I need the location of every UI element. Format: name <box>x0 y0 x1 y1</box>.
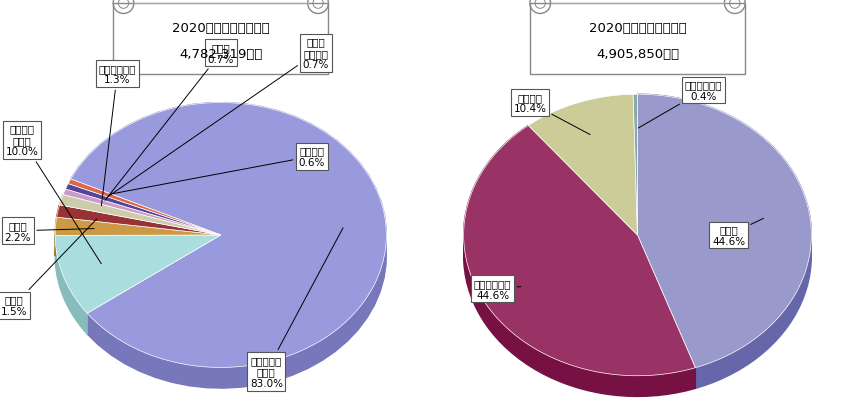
Polygon shape <box>71 103 386 388</box>
Polygon shape <box>55 218 221 236</box>
Text: 寄附金
2.2%: 寄附金 2.2% <box>4 221 94 242</box>
Polygon shape <box>463 126 695 396</box>
Polygon shape <box>63 190 221 235</box>
Text: 付随事業収入
1.3%: 付随事業収入 1.3% <box>99 64 136 206</box>
Text: 管理経費
10.4%: 管理経費 10.4% <box>513 93 590 135</box>
Text: 2020年度事業活動支出: 2020年度事業活動支出 <box>588 22 686 35</box>
Text: その他
特別収入
0.7%: その他 特別収入 0.7% <box>108 37 329 197</box>
Polygon shape <box>55 235 221 313</box>
Polygon shape <box>60 195 63 226</box>
FancyBboxPatch shape <box>113 4 328 74</box>
Text: 教育研究経費
44.6%: 教育研究経費 44.6% <box>473 278 521 300</box>
Text: 資産処分差額
0.4%: 資産処分差額 0.4% <box>638 80 722 129</box>
Polygon shape <box>638 95 812 368</box>
Polygon shape <box>68 180 221 235</box>
Polygon shape <box>57 205 60 238</box>
Text: 受取利息
0.6%: 受取利息 0.6% <box>110 146 325 195</box>
FancyBboxPatch shape <box>530 4 745 74</box>
Polygon shape <box>55 218 57 256</box>
Polygon shape <box>65 184 221 235</box>
Text: 雑収入
0.7%: 雑収入 0.7% <box>105 43 234 201</box>
Polygon shape <box>633 95 638 235</box>
Polygon shape <box>638 95 811 389</box>
Polygon shape <box>55 236 88 334</box>
Text: 人件費
44.6%: 人件費 44.6% <box>712 219 763 246</box>
Polygon shape <box>463 126 695 376</box>
Polygon shape <box>71 103 387 368</box>
Polygon shape <box>57 205 221 235</box>
Polygon shape <box>529 95 638 235</box>
Text: 4,905,850千円: 4,905,850千円 <box>596 48 679 61</box>
Text: 経常費等
補助金
10.0%: 経常費等 補助金 10.0% <box>6 124 101 264</box>
Text: 2020年度事業活動収入: 2020年度事業活動収入 <box>172 22 269 35</box>
Text: 手数料
1.5%: 手数料 1.5% <box>1 219 97 316</box>
Text: 4,782,319千円: 4,782,319千円 <box>179 48 263 61</box>
Text: 学生生徒等
納付金
83.0%: 学生生徒等 納付金 83.0% <box>250 228 343 388</box>
Polygon shape <box>60 195 221 235</box>
